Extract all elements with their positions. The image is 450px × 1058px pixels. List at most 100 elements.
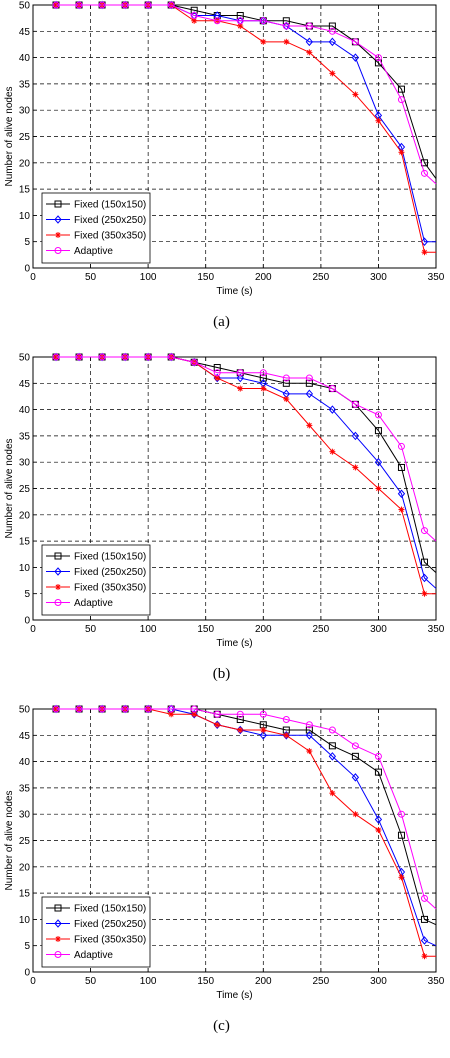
data-point [328,385,336,393]
data-point [397,96,405,104]
data-point [213,364,221,372]
legend: Fixed (150x150) Fixed (250x250) Fixed (350… [41,192,151,264]
data-point [305,22,313,30]
data-point [328,726,336,734]
x-tick-label: 300 [370,624,387,635]
data-point [306,49,313,56]
legend-box [41,544,151,616]
legend-label: Fixed (150x150) [74,200,146,211]
chart-a-svg: 0 50 100 150 200 250 300 350 0 5 10 15 20 25 30 35 40 45 5… [4,1,445,331]
legend-label: Fixed (350x350) [74,935,146,946]
data-point [52,353,60,361]
data-point [282,17,290,25]
data-point [283,732,290,739]
legend-label: Fixed (250x250) [74,567,146,578]
data-point [397,442,405,450]
data-point [237,23,244,30]
y-tick-label: 5 [24,941,30,952]
legend-marker [54,200,62,208]
data-point [421,249,428,256]
x-tick-label: 50 [85,976,97,987]
x-tick-label: 250 [313,976,330,987]
data-point [282,374,290,382]
data-point [375,485,382,492]
x-axis-label: Time (s) [216,286,252,297]
series-line [56,708,437,910]
legend-entry: Fixed (350x350) [46,583,146,594]
y-tick-label: 35 [19,783,31,794]
y-tick-label: 20 [19,158,31,169]
legend-marker [54,567,62,576]
data-point [282,716,290,724]
data-point [167,353,175,361]
data-point [167,705,175,713]
y-tick-label: 15 [19,537,31,548]
y-axis-label: Number of alive nodes [4,438,15,538]
data-point [328,405,337,414]
y-tick-label: 40 [19,757,31,768]
data-point [121,705,129,713]
data-point [190,358,198,366]
data-point [397,489,406,499]
x-tick-label: 150 [197,976,214,987]
y-tick-label: 10 [19,915,31,926]
y-tick-label: 50 [19,1,31,12]
figure-caption: (b) [213,666,231,682]
legend-entry: Fixed (350x350) [46,231,146,242]
data-point [328,27,336,35]
data-point [52,705,60,713]
y-tick-label: 40 [19,405,31,416]
axes-frame [32,4,437,269]
x-tick-label: 250 [313,272,330,283]
data-point [213,369,221,377]
y-tick-label: 45 [19,27,31,38]
data-point [374,768,382,776]
data-point [374,752,382,760]
legend-entry: Fixed (150x150) [46,904,146,915]
x-tick-label: 0 [30,272,36,283]
data-point [260,727,267,734]
data-point [121,353,129,361]
series-line [56,4,437,185]
data-point [397,463,405,471]
data-point [98,1,106,9]
y-axis-label: Number of alive nodes [4,790,15,890]
data-point [420,915,428,923]
series-3 [52,353,437,542]
legend-entry: Fixed (250x250) [46,567,146,578]
legend-entry: Adaptive [46,246,113,257]
y-tick-label: 10 [19,563,31,574]
y-tick-label: 5 [24,237,30,248]
data-point [374,815,383,824]
data-point [190,705,198,713]
legend-marker [54,919,62,928]
legend-marker [54,951,62,958]
data-point [351,53,360,62]
data-point [213,710,221,718]
legend-entry: Fixed (250x250) [46,215,146,226]
legend-marker [54,904,62,912]
y-tick-label: 0 [24,264,30,275]
x-tick-label: 350 [428,272,445,283]
data-point [305,726,313,734]
data-point [420,169,428,177]
data-point [352,811,359,818]
axes-frame [32,356,437,621]
legend-box [41,192,151,264]
y-tick-label: 30 [19,106,31,117]
data-point [98,705,106,713]
x-axis-label: Time (s) [216,990,252,1001]
data-point [305,379,313,387]
legend-marker [54,215,62,224]
data-point [351,773,360,782]
data-point [236,710,244,718]
y-tick-label: 50 [19,353,31,364]
data-point [190,357,198,367]
legend-entry: Fixed (250x250) [46,919,146,930]
data-point [397,810,405,818]
legend-box [41,896,151,968]
data-point [375,117,382,124]
data-point [328,742,336,750]
data-point [236,12,244,20]
y-tick-label: 45 [19,731,31,742]
